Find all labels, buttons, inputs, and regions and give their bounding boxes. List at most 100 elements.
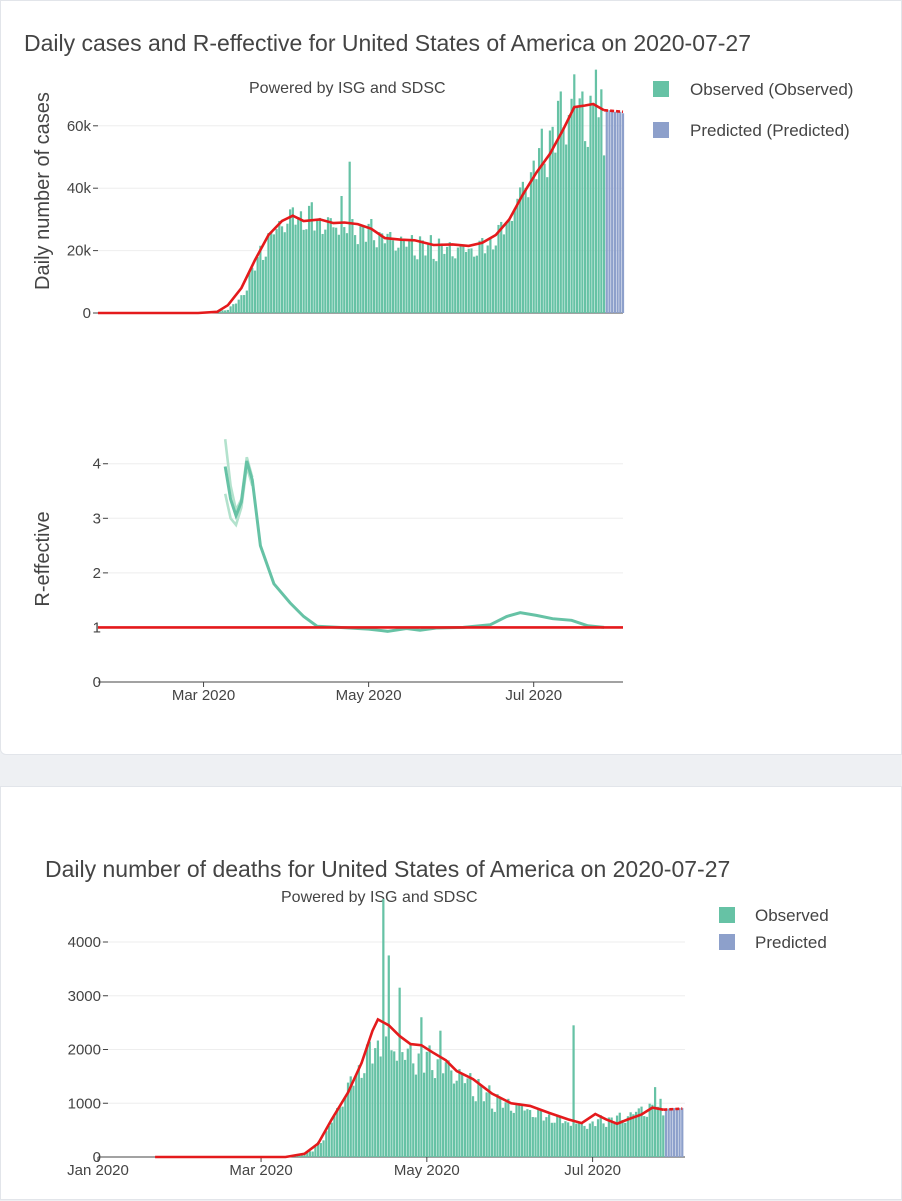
- deaths-observed-bar: [494, 1112, 496, 1157]
- deaths-observed-bar: [654, 1087, 656, 1157]
- deaths-observed-bar: [393, 1051, 395, 1157]
- cases-observed-bar: [511, 221, 513, 313]
- legend-observed-label[interactable]: Observed (Observed): [690, 80, 853, 99]
- deaths-predicted-bar: [673, 1108, 675, 1157]
- deaths-observed-bar: [447, 1060, 449, 1157]
- deaths-observed-bar: [371, 1064, 373, 1157]
- cases-observed-bar: [297, 217, 299, 313]
- deaths-legend-predicted-swatch[interactable]: [719, 934, 735, 950]
- cases-observed-bar: [543, 164, 545, 313]
- cases-observed-bar: [538, 148, 540, 313]
- cases-chart-title: Daily cases and R-effective for United S…: [24, 30, 751, 56]
- deaths-observed-bar: [426, 1052, 428, 1157]
- deaths-observed-bar: [643, 1116, 645, 1157]
- cases-observed-bar: [530, 172, 532, 313]
- cases-observed-bar: [300, 211, 302, 313]
- legend-predicted-swatch[interactable]: [653, 122, 669, 138]
- cases-predicted-bar: [622, 113, 624, 313]
- deaths-predicted-bar: [676, 1108, 678, 1157]
- cases-observed-bar: [324, 230, 326, 313]
- cases-observed-bar: [432, 259, 434, 313]
- deaths-observed-bar: [328, 1126, 330, 1157]
- deaths-observed-bar: [572, 1025, 574, 1157]
- deaths-predicted-bar: [665, 1109, 667, 1157]
- deaths-observed-bar: [496, 1094, 498, 1157]
- deaths-observed-bar: [409, 1044, 411, 1157]
- cases-observed-bar: [557, 101, 559, 313]
- deaths-observed-bar: [469, 1073, 471, 1157]
- deaths-observed-bar: [314, 1147, 316, 1157]
- deaths-observed-bar: [420, 1017, 422, 1157]
- deaths-observed-bar: [597, 1119, 599, 1157]
- cases-predicted-smoothed-line: [604, 110, 623, 112]
- cases-observed-bar: [240, 295, 242, 313]
- cases-observed-bar: [405, 247, 407, 313]
- cases-observed-bar: [354, 235, 356, 313]
- r-y-tick-label: 0: [93, 674, 101, 691]
- deaths-observed-bar: [483, 1101, 485, 1157]
- deaths-observed-bar: [396, 1061, 398, 1157]
- deaths-observed-bar: [488, 1085, 490, 1157]
- deaths-observed-bar: [352, 1086, 354, 1157]
- cases-y-tick-label: 20k: [67, 243, 92, 260]
- cases-observed-bar: [262, 260, 264, 313]
- legend-predicted-label[interactable]: Predicted (Predicted): [690, 121, 850, 140]
- deaths-y-tick-label: 4000: [68, 934, 101, 951]
- deaths-observed-bar: [551, 1123, 553, 1157]
- deaths-observed-bar: [583, 1126, 585, 1157]
- deaths-y-tick-label: 1000: [68, 1095, 101, 1112]
- deaths-observed-bar: [586, 1129, 588, 1157]
- cases-observed-bar: [457, 248, 459, 313]
- cases-predicted-bar: [606, 110, 608, 313]
- deaths-observed-bar: [559, 1116, 561, 1157]
- cases-observed-bar: [438, 239, 440, 313]
- cases-observed-bar: [503, 234, 505, 313]
- cases-predicted-bar: [611, 110, 613, 313]
- cases-r-figure: Daily cases and R-effective for United S…: [1, 1, 902, 756]
- deaths-observed-bar: [605, 1127, 607, 1157]
- cases-observed-bar: [303, 230, 305, 313]
- deaths-observed-bar: [453, 1084, 455, 1157]
- cases-observed-bar: [376, 247, 378, 313]
- deaths-observed-bar: [399, 988, 401, 1157]
- deaths-observed-bar: [450, 1070, 452, 1157]
- cases-observed-bar: [424, 255, 426, 313]
- deaths-observed-bar: [369, 1042, 371, 1157]
- deaths-observed-bar: [472, 1096, 474, 1157]
- deaths-observed-bar: [431, 1070, 433, 1157]
- deaths-observed-bar: [591, 1121, 593, 1157]
- cases-observed-bar: [365, 242, 367, 313]
- cases-observed-bar: [381, 233, 383, 313]
- cases-observed-bar: [495, 246, 497, 313]
- deaths-legend-observed-swatch[interactable]: [719, 907, 735, 923]
- deaths-legend-observed-label[interactable]: Observed: [755, 906, 829, 925]
- cases-observed-bar: [598, 117, 600, 313]
- deaths-observed-bar: [388, 955, 390, 1157]
- cases-legend: Observed (Observed) Predicted (Predicted…: [653, 80, 853, 140]
- deaths-observed-bar: [632, 1114, 634, 1157]
- cases-observed-bar: [460, 245, 462, 313]
- deaths-y-tick-label: 3000: [68, 988, 101, 1005]
- cases-observed-bar: [554, 153, 556, 313]
- deaths-observed-bar: [611, 1118, 613, 1157]
- cases-observed-bar: [441, 243, 443, 313]
- deaths-observed-bar: [320, 1143, 322, 1157]
- deaths-x-tick-label: May 2020: [394, 1162, 460, 1179]
- cases-y-tick-label: 40k: [67, 180, 92, 197]
- deaths-observed-bar: [390, 1050, 392, 1157]
- deaths-observed-bar: [659, 1099, 661, 1157]
- cases-predicted-bar: [614, 112, 616, 313]
- deaths-observed-bar: [442, 1073, 444, 1157]
- cases-observed-bar: [562, 127, 564, 313]
- cases-observed-bar: [335, 228, 337, 313]
- cases-observed-bar: [292, 207, 294, 313]
- deaths-observed-bar: [578, 1123, 580, 1157]
- cases-observed-bar: [251, 268, 253, 313]
- cases-observed-bar: [273, 234, 275, 313]
- cases-observed-bar: [489, 238, 491, 313]
- legend-observed-swatch[interactable]: [653, 81, 669, 97]
- deaths-observed-bar: [662, 1115, 664, 1157]
- cases-observed-bar: [330, 218, 332, 313]
- deaths-legend-predicted-label[interactable]: Predicted: [755, 933, 827, 952]
- deaths-observed-bar: [464, 1083, 466, 1157]
